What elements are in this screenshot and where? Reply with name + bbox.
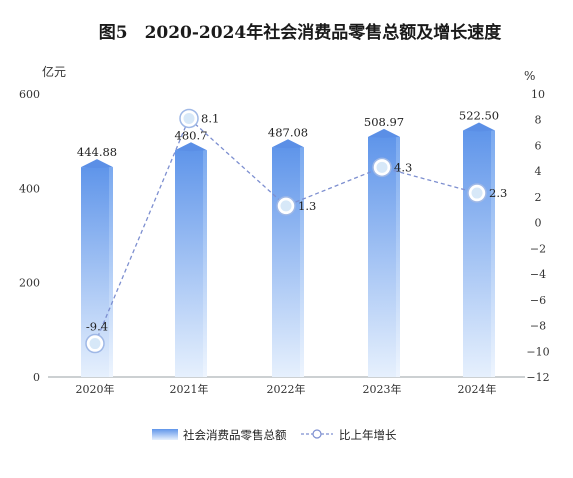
bar [272, 147, 300, 377]
right-tick-label: −2 [530, 242, 546, 255]
right-tick-label: 6 [535, 139, 542, 152]
growth-value-label: 4.3 [394, 160, 412, 174]
left-tick-label: 400 [19, 182, 40, 195]
right-axis-unit: % [524, 69, 535, 83]
bar-series [81, 122, 495, 377]
x-tick-label: 2022年 [267, 382, 306, 396]
line-value-labels: -9.4 8.1 1.3 4.3 2.3 [86, 111, 507, 333]
bar-side [109, 167, 113, 377]
left-axis-ticks: 0 200 400 600 [19, 88, 40, 384]
growth-marker [182, 111, 196, 125]
legend-line-label: 比上年增长 [339, 428, 397, 442]
x-tick-label: 2021年 [170, 382, 209, 396]
growth-value-label: -9.4 [86, 320, 108, 334]
left-axis-unit: 亿元 [42, 64, 66, 79]
legend: 社会消费品零售总额 比上年增长 [152, 428, 397, 442]
bar-cap [463, 122, 495, 132]
right-tick-label: −10 [526, 345, 549, 358]
legend-line-marker [312, 429, 322, 439]
legend-bar-label: 社会消费品零售总额 [183, 428, 287, 442]
left-tick-label: 600 [19, 88, 40, 101]
growth-marker [375, 160, 389, 174]
right-tick-label: 8 [535, 114, 542, 127]
bar [463, 130, 491, 377]
bar-cap [368, 128, 400, 138]
bar-value-label: 444.88 [77, 145, 117, 159]
right-axis-ticks: −12 −10 −8 −6 −4 −2 0 2 4 6 8 10 [526, 88, 549, 384]
bar-value-label: 522.50 [459, 109, 499, 123]
right-tick-label: 4 [535, 165, 542, 178]
bar-side [396, 136, 400, 377]
line-series [85, 108, 487, 354]
bar-cap [272, 139, 304, 149]
right-tick-label: −12 [526, 371, 549, 384]
growth-value-label: 8.1 [201, 111, 219, 125]
right-tick-label: −8 [530, 320, 546, 333]
right-tick-label: 2 [535, 191, 542, 204]
bar-cap [81, 159, 113, 169]
bar-side [300, 147, 304, 377]
bar-side [203, 150, 207, 377]
bar [175, 150, 203, 377]
growth-value-label: 2.3 [489, 186, 507, 200]
bar-value-label: 487.08 [268, 125, 308, 139]
left-tick-label: 200 [19, 277, 40, 290]
bar-side [491, 130, 495, 377]
bar-value-label: 480.7 [175, 128, 208, 142]
growth-marker [88, 337, 102, 351]
bar-value-label: 508.97 [364, 115, 404, 129]
growth-marker [470, 186, 484, 200]
x-tick-label: 2023年 [363, 382, 402, 396]
bar-value-labels: 444.88 480.7 487.08 508.97 522.50 [77, 109, 499, 160]
right-tick-label: −6 [530, 294, 546, 307]
legend-bar-swatch [152, 429, 178, 440]
growth-value-label: 1.3 [298, 199, 316, 213]
chart-title: 图5 2020-2024年社会消费品零售总额及增长速度 [99, 22, 503, 43]
right-tick-label: 10 [531, 88, 545, 101]
x-tick-label: 2024年 [458, 382, 497, 396]
x-axis-ticks: 2020年 2021年 2022年 2023年 2024年 [76, 382, 497, 396]
left-tick-label: 0 [33, 371, 40, 384]
bar-cap [175, 142, 207, 152]
right-tick-label: −4 [530, 268, 546, 281]
right-tick-label: 0 [535, 217, 542, 230]
x-tick-label: 2020年 [76, 382, 115, 396]
growth-marker [279, 199, 293, 213]
